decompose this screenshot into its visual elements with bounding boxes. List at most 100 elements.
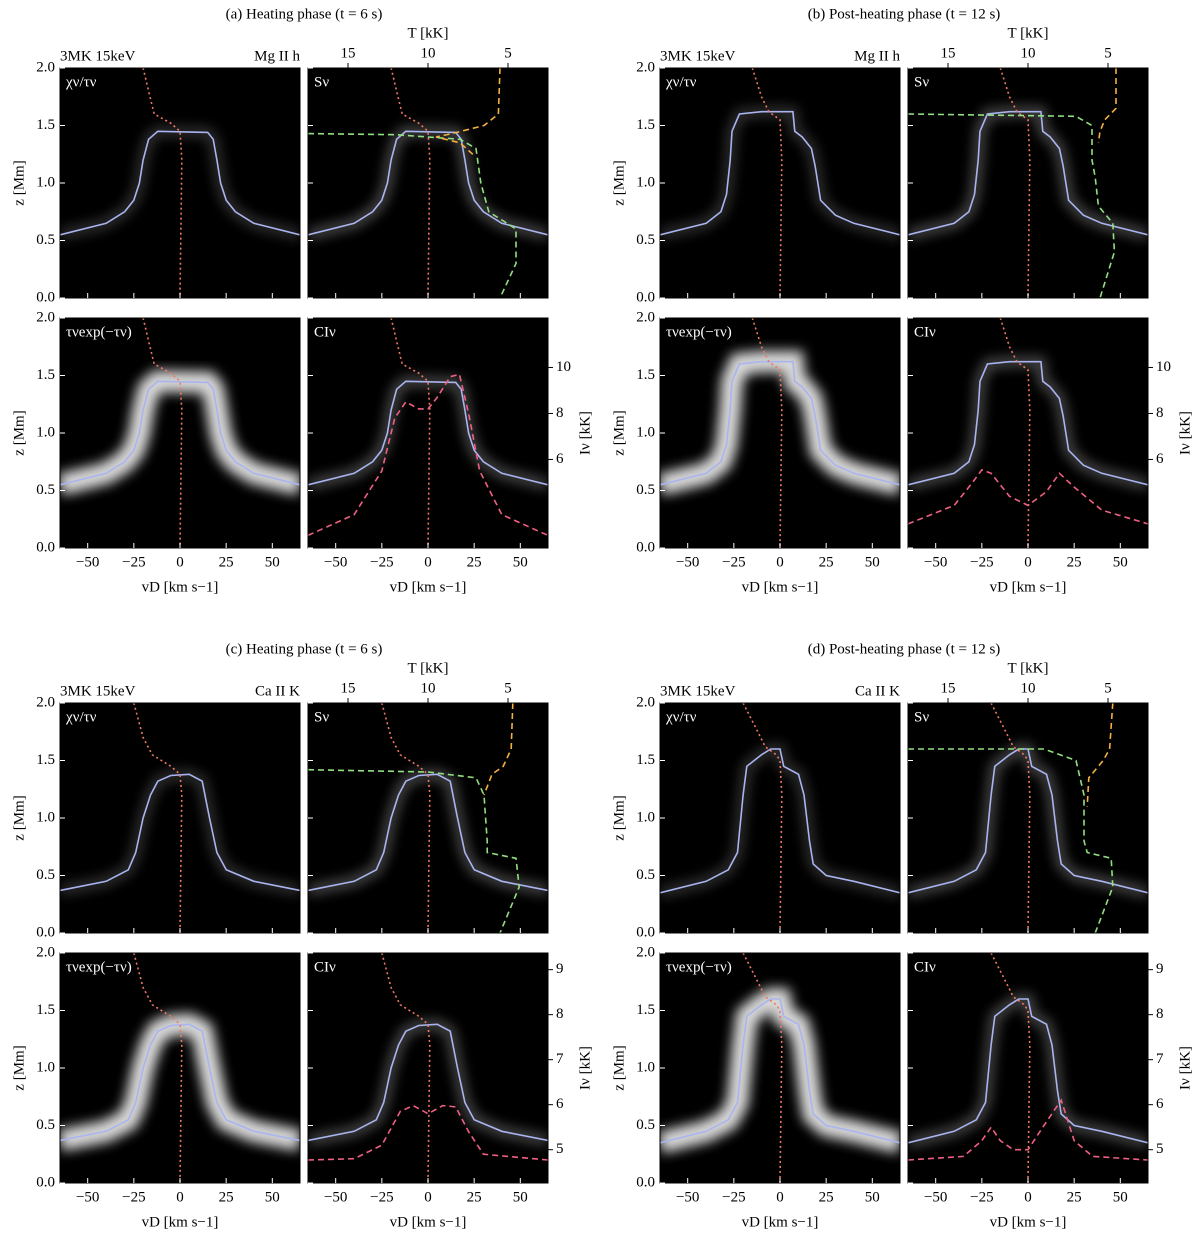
x-tick-label: 0 [424, 554, 432, 570]
y-axis-label: z [Mm] [611, 160, 627, 205]
velocity-curve [60, 773, 300, 892]
panel-background [60, 953, 300, 1183]
source2-curve [483, 703, 514, 796]
intensity-curve [308, 373, 548, 537]
x-axis-label: vD [km s−1] [742, 579, 819, 595]
i-tick-label: 8 [556, 405, 564, 421]
panel-content [60, 953, 300, 1183]
t-axis-label: T [kK] [1008, 25, 1049, 41]
y-tick-label: 1.5 [636, 117, 655, 133]
source-curve [908, 748, 1114, 933]
velocity-curve [908, 110, 1148, 236]
y-tick-label: 1.0 [36, 174, 55, 190]
panel-background [908, 703, 1148, 933]
x-axis-label: vD [km s−1] [142, 579, 219, 595]
panel-background [60, 703, 300, 933]
panel-content [60, 68, 300, 298]
panel-background [660, 703, 900, 933]
t-axis-label: T [kK] [1008, 660, 1049, 676]
panel-background [908, 318, 1148, 548]
y-axis-label: z [Mm] [611, 795, 627, 840]
y-tick-label: 0.5 [636, 1117, 655, 1133]
i-tick-label: 6 [1156, 1096, 1164, 1112]
x-tick-label: 0 [776, 1189, 784, 1205]
x-tick-label: 50 [513, 1189, 528, 1205]
x-tick-label: −25 [370, 1189, 393, 1205]
line-label: Ca II K [255, 683, 300, 699]
panel-content [660, 703, 900, 933]
x-tick-label: 50 [265, 1189, 280, 1205]
x-tick-label: 25 [819, 554, 834, 570]
velocity-curve [308, 130, 548, 236]
line-label: Mg II h [254, 48, 300, 64]
model-label: 3MK 15keV [60, 48, 136, 64]
panel-label: χν/τν [665, 74, 697, 90]
panel-background [660, 953, 900, 1183]
y-tick-label: 1.0 [36, 1059, 55, 1075]
t-tick-label: 10 [421, 680, 436, 696]
x-tick-label: 50 [865, 554, 880, 570]
t-tick-label: 5 [504, 45, 512, 61]
x-tick-label: 50 [1113, 554, 1128, 570]
panel-content [60, 318, 300, 548]
i-tick-label: 6 [556, 1096, 564, 1112]
dotted-curve [381, 703, 431, 933]
y-tick-label: 1.5 [36, 367, 55, 383]
velocity-curve [308, 1023, 548, 1142]
y-tick-label: 1.5 [636, 1002, 655, 1018]
line-label: Mg II h [854, 48, 900, 64]
panel-content [908, 318, 1148, 548]
dotted-curve [390, 68, 431, 298]
model-label: 3MK 15keV [660, 48, 736, 64]
t-tick-label: 5 [504, 680, 512, 696]
x-tick-label: 50 [265, 554, 280, 570]
y-tick-label: 2.0 [636, 59, 655, 75]
i-tick-label: 9 [556, 961, 564, 977]
panel-label: τνexp(−τν) [666, 324, 732, 340]
y-tick-label: 0.0 [636, 539, 655, 555]
x-tick-label: −50 [324, 1189, 347, 1205]
t-tick-label: 10 [1021, 45, 1036, 61]
panel-label: CIν [914, 959, 936, 975]
line-label: Ca II K [855, 683, 900, 699]
x-axis-label: vD [km s−1] [142, 1214, 219, 1230]
intensity-curve [908, 1098, 1148, 1161]
x-axis-label: vD [km s−1] [390, 1214, 467, 1230]
velocity-curve [60, 130, 300, 236]
i-tick-label: 8 [1156, 1006, 1164, 1022]
panel-label: χν/τν [65, 709, 97, 725]
t-tick-label: 5 [1104, 45, 1112, 61]
y-tick-label: 2.0 [36, 944, 55, 960]
x-tick-label: 25 [1067, 554, 1082, 570]
y-tick-label: 0.0 [636, 924, 655, 940]
x-tick-label: −50 [76, 1189, 99, 1205]
velocity-curve [908, 360, 1148, 486]
dotted-curve [142, 68, 183, 298]
i-axis-label: Iν [kK] [1177, 411, 1193, 455]
i-tick-label: 8 [1156, 405, 1164, 421]
y-axis-label: z [Mm] [11, 795, 27, 840]
x-tick-label: −25 [122, 1189, 145, 1205]
panel-content [908, 703, 1148, 933]
x-tick-label: 50 [865, 1189, 880, 1205]
intensity-curve [908, 468, 1148, 525]
panel-content [308, 318, 548, 548]
y-tick-label: 0.5 [636, 482, 655, 498]
y-tick-label: 0.0 [636, 1174, 655, 1190]
panel-label: CIν [314, 959, 336, 975]
y-tick-label: 0.5 [636, 867, 655, 883]
t-axis-label: T [kK] [408, 25, 449, 41]
panel-content [60, 703, 300, 933]
y-axis-label: z [Mm] [611, 410, 627, 455]
x-tick-label: −25 [722, 554, 745, 570]
x-tick-label: −25 [370, 554, 393, 570]
y-axis-label: z [Mm] [11, 410, 27, 455]
x-tick-label: 0 [1024, 1189, 1032, 1205]
t-tick-label: 10 [1021, 680, 1036, 696]
y-tick-label: 1.0 [36, 424, 55, 440]
i-tick-label: 6 [1156, 451, 1164, 467]
panel-content [660, 318, 900, 548]
y-tick-label: 0.0 [36, 1174, 55, 1190]
x-tick-label: 25 [219, 1189, 234, 1205]
x-tick-label: −50 [924, 554, 947, 570]
